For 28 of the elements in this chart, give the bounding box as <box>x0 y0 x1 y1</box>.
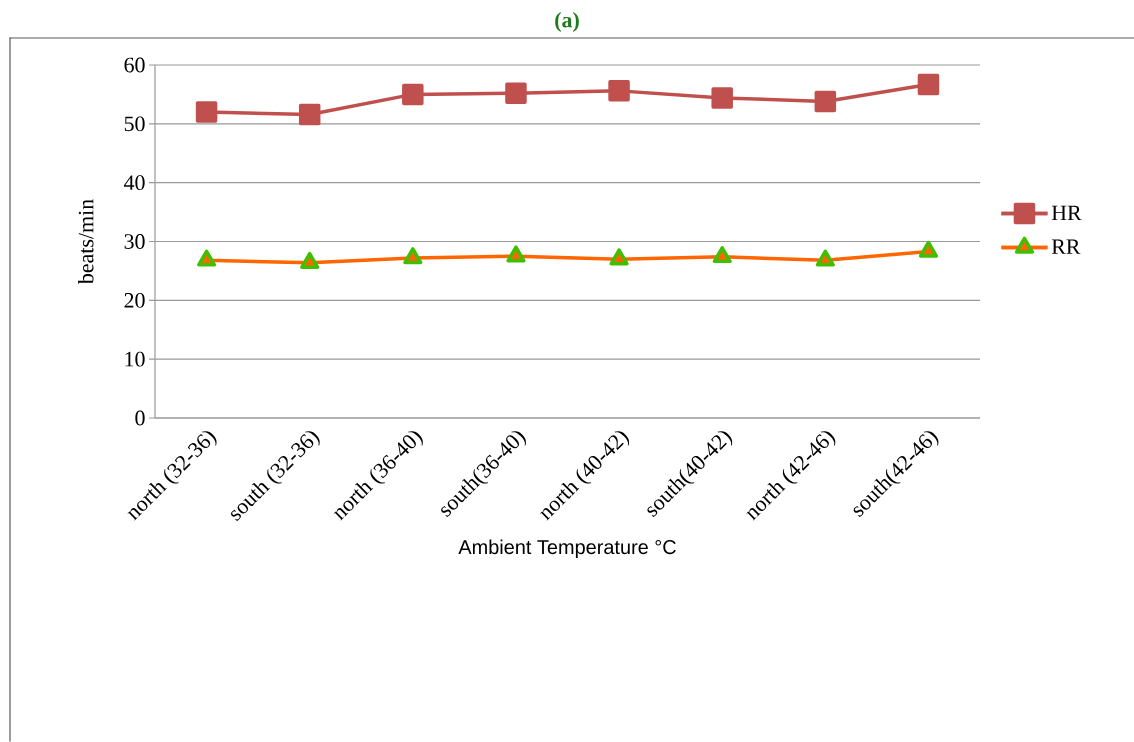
point <box>711 87 733 109</box>
y-tick-label: 60 <box>124 57 145 73</box>
point <box>403 247 423 265</box>
y-tick-label: 40 <box>123 175 145 191</box>
point <box>298 103 321 126</box>
point <box>609 248 629 266</box>
point <box>195 101 218 123</box>
legend-label: RR <box>1051 239 1081 254</box>
point <box>712 246 732 264</box>
point <box>505 82 527 104</box>
point <box>197 249 217 267</box>
y-tick-label: 0 <box>135 410 145 426</box>
chart-title: (a) <box>555 12 579 32</box>
y-tick-label: 10 <box>125 351 145 367</box>
point <box>402 83 424 106</box>
y-tick-label: 30 <box>124 234 145 249</box>
y-tick-label: 20 <box>124 292 145 308</box>
point <box>300 251 320 269</box>
point <box>608 80 630 102</box>
point <box>506 245 526 263</box>
y-tick-label: 50 <box>124 116 145 132</box>
x-axis-title: Ambient Temperature °C <box>458 539 676 559</box>
point <box>918 240 938 258</box>
point <box>917 73 940 96</box>
point <box>815 249 835 267</box>
point <box>814 90 837 113</box>
y-axis-title: beats/min <box>78 199 94 285</box>
legend-label: HR <box>1051 205 1082 221</box>
